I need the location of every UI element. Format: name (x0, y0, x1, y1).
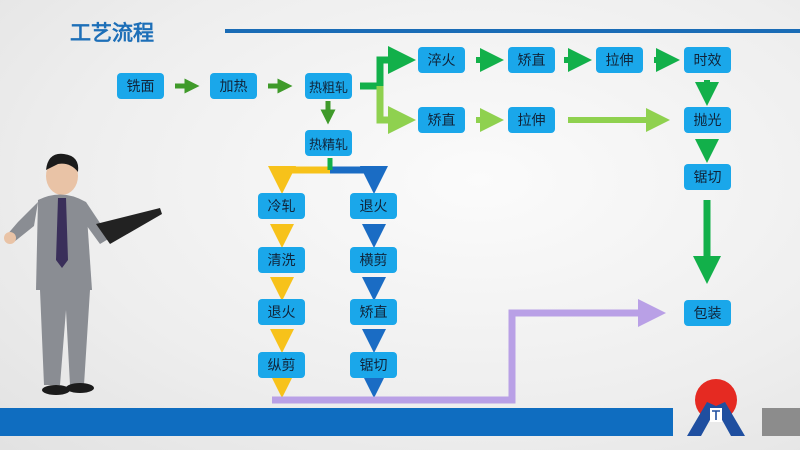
footer-band (0, 408, 673, 436)
step-quench: 淬火 (418, 47, 465, 73)
step-saw-low: 锯切 (350, 352, 397, 378)
step-heating: 加热 (210, 73, 257, 99)
step-hot-finish-rolling: 热精轧 (305, 130, 352, 156)
step-anneal-left: 退火 (258, 299, 305, 325)
step-stretch-mid: 拉伸 (508, 107, 555, 133)
step-stretch-top: 拉伸 (596, 47, 643, 73)
page-title: 工艺流程 (70, 21, 154, 45)
company-logo (687, 379, 745, 436)
step-straighten-mid: 矫直 (418, 107, 465, 133)
step-saw-right: 锯切 (684, 164, 731, 190)
step-cold-rolling: 冷轧 (258, 193, 305, 219)
footer-band-gray (762, 408, 800, 436)
step-cleaning: 清洗 (258, 247, 305, 273)
title-divider (225, 29, 800, 33)
step-hot-rough-rolling: 热粗轧 (305, 73, 352, 99)
branch-blue (330, 166, 388, 194)
step-mill-face: 铣面 (117, 73, 164, 99)
step-straighten-low: 矫直 (350, 299, 397, 325)
step-slitting: 纵剪 (258, 352, 305, 378)
path-to-packing (272, 299, 666, 404)
step-straighten-top: 矫直 (508, 47, 555, 73)
branch-light-green (376, 86, 416, 134)
step-polish: 抛光 (684, 107, 731, 133)
step-aging: 时效 (684, 47, 731, 73)
branch-yellow (268, 166, 330, 194)
step-cross-cut: 横剪 (350, 247, 397, 273)
step-packing: 包装 (684, 300, 731, 326)
branch-dark-green (360, 46, 416, 90)
businessman-image (4, 153, 162, 395)
step-anneal-right: 退火 (350, 193, 397, 219)
